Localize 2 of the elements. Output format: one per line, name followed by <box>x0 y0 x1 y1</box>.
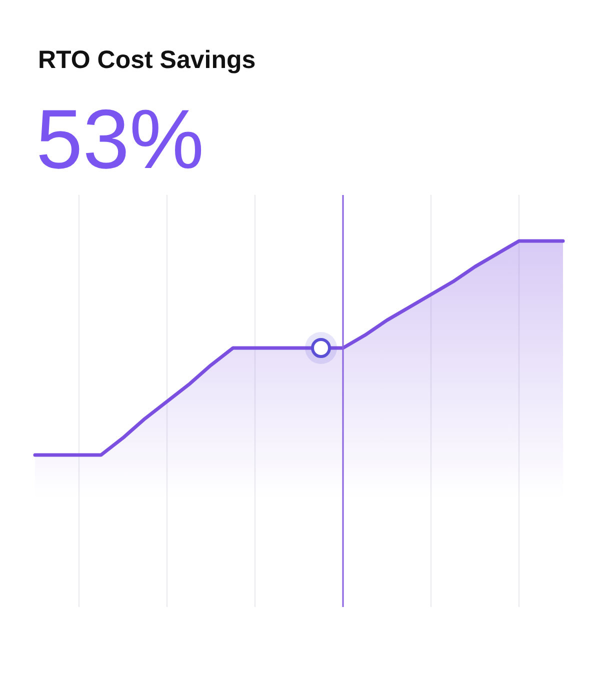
chart-subtitle: 53% <box>36 92 204 186</box>
chart-title: RTO Cost Savings <box>38 46 256 74</box>
